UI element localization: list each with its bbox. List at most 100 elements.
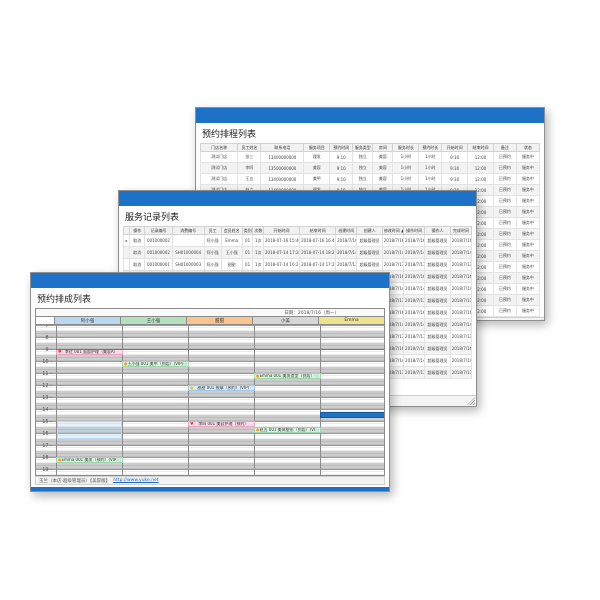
quarter-slot[interactable] <box>36 469 384 472</box>
column-header[interactable]: 操作 <box>129 226 146 235</box>
column-header[interactable]: 员工 <box>203 226 222 235</box>
window-titlebar[interactable] <box>119 191 476 206</box>
quarter-slot[interactable] <box>36 418 384 421</box>
column-header[interactable]: 开始时间 <box>263 226 301 235</box>
quarter-slot[interactable] <box>36 391 384 394</box>
quarter-slot[interactable] <box>36 427 384 430</box>
quarter-slot[interactable] <box>36 445 384 448</box>
quarter-slot[interactable] <box>36 334 384 337</box>
quarter-slot[interactable] <box>36 457 384 460</box>
column-header[interactable]: 类别 <box>241 226 254 235</box>
quarter-slot[interactable] <box>36 430 384 433</box>
quarter-slot[interactable] <box>36 337 384 340</box>
appointment-block[interactable]: ● Emma 001 美发（预约）(VIP) ⓘ <box>56 457 123 463</box>
appointment-block[interactable]: ●Emma 001 美发造型（到店）(VIP)ⓘ <box>254 373 321 379</box>
staff-column-header[interactable]: 阿小强 <box>55 316 121 325</box>
column-header[interactable]: 操作时间 <box>403 226 426 235</box>
column-header[interactable]: 记录编号 <box>144 226 173 235</box>
quarter-slot[interactable] <box>36 328 384 331</box>
quarter-slot[interactable] <box>36 355 384 358</box>
quarter-slot[interactable] <box>36 442 384 445</box>
quarter-slot[interactable] <box>36 367 384 370</box>
appointment-block[interactable] <box>320 412 384 418</box>
quarter-slot[interactable] <box>36 370 384 373</box>
table-row[interactable]: 测试门店 王五 13400000000 美甲 9:10 独立 美容 1小时 1小时 9:30 12:… <box>199 173 541 185</box>
quarter-slot[interactable] <box>36 415 384 418</box>
window-titlebar[interactable] <box>31 273 389 288</box>
quarter-slot[interactable] <box>36 397 384 400</box>
quarter-slot[interactable] <box>36 466 384 469</box>
table-row[interactable]: 测试门店 李四 13500000000 美容 9:10 独立 美容 1小时 1小时 9:30 12:… <box>199 162 541 174</box>
column-header[interactable]: 操作人 <box>424 226 451 235</box>
quarter-slot[interactable] <box>36 403 384 406</box>
window-titlebar[interactable] <box>196 108 544 123</box>
staff-column-header[interactable]: 王小强 <box>121 316 187 325</box>
appointment-block[interactable]: ● 王小强 001 美甲（到店）(VIP) ⓘ <box>122 361 189 367</box>
quarter-slot[interactable] <box>36 451 384 454</box>
quarter-slot[interactable] <box>36 343 384 346</box>
quarter-slot[interactable] <box>36 406 384 409</box>
quarter-slot[interactable] <box>36 412 384 415</box>
column-header[interactable]: 服务时长 <box>392 143 420 152</box>
staff-column-header[interactable]: Emma <box>319 316 385 325</box>
quarter-slot[interactable] <box>36 460 384 463</box>
quarter-slot[interactable] <box>36 400 384 403</box>
column-header[interactable]: 房间 <box>372 143 394 152</box>
cancel-link[interactable]: 取消 <box>129 246 146 259</box>
column-header[interactable]: 预约时间 <box>329 143 354 152</box>
quarter-slot[interactable] <box>36 433 384 436</box>
column-header[interactable]: 创建时间 <box>335 226 358 235</box>
column-header[interactable]: 预约时长 <box>418 143 443 152</box>
quarter-slot[interactable] <box>36 358 384 361</box>
resize-grip[interactable] <box>467 397 475 405</box>
quarter-slot[interactable] <box>36 439 384 442</box>
appointment-block[interactable]: ♥ 李四 001 美容护理（预约） <box>188 421 255 427</box>
resize-grip[interactable] <box>535 319 543 320</box>
quarter-slot[interactable] <box>36 409 384 412</box>
column-header[interactable]: 创建人 <box>356 226 383 235</box>
quarter-slot[interactable] <box>36 376 384 379</box>
quarter-slot[interactable] <box>36 463 384 466</box>
column-header[interactable]: 修改时间 ▲ <box>381 226 405 235</box>
appointment-block[interactable]: ● 甜甜 001 按摩（预约）(VIP) <box>188 385 255 391</box>
status-link[interactable]: http://www.yuke.net <box>113 478 159 483</box>
cancel-link[interactable]: 取消 <box>129 258 146 271</box>
column-header[interactable]: 状态 <box>515 143 541 152</box>
column-header[interactable]: 开始时间 <box>441 143 469 152</box>
column-header[interactable]: 服务类型 <box>352 143 374 152</box>
quarter-slot[interactable] <box>36 361 384 364</box>
table-row[interactable]: 测试门店 张三 13400000000 理发 9:10 独立 美容 1小时 1小时 9:30 12:… <box>199 151 541 163</box>
staff-column-header[interactable]: 小美 <box>253 316 319 325</box>
column-header[interactable]: 联系电话 <box>260 143 305 152</box>
column-header[interactable]: 次数 <box>252 226 264 235</box>
column-header[interactable]: 完成时间 <box>449 226 473 235</box>
quarter-slot[interactable] <box>36 325 384 328</box>
column-header[interactable]: 员工姓名 <box>237 143 262 152</box>
quarter-slot[interactable] <box>36 373 384 376</box>
quarter-slot[interactable] <box>36 346 384 349</box>
column-header[interactable]: 备注 <box>492 143 517 152</box>
quarter-slot[interactable] <box>36 436 384 439</box>
quarter-slot[interactable] <box>36 394 384 397</box>
quarter-slot[interactable] <box>36 382 384 385</box>
quarter-slot[interactable] <box>36 364 384 367</box>
column-header[interactable]: 会员姓名 <box>220 226 243 235</box>
column-header[interactable]: 消费编号 <box>171 226 205 235</box>
column-header[interactable]: 门店名称 <box>199 143 239 152</box>
quarter-slot[interactable] <box>36 454 384 457</box>
quarter-slot[interactable] <box>36 340 384 343</box>
selected-time-range[interactable] <box>57 421 122 439</box>
appointment-block[interactable]: ● 赵五 001 美体塑形（到店）(VIP) ⓘ <box>254 427 321 433</box>
quarter-slot[interactable] <box>36 352 384 355</box>
quarter-slot[interactable] <box>36 379 384 382</box>
cancel-link[interactable]: 取消 <box>129 234 146 247</box>
schedule-grid[interactable]: 7 - 8 - 9 - 10 - 11 - 12 - 13 - 14 - 15 - 16 - 17 … <box>35 325 385 476</box>
quarter-slot[interactable] <box>36 472 384 475</box>
column-header[interactable]: 结束时间 <box>467 143 494 152</box>
table-row[interactable]: 取消 001000001 SH01000003 阿小强 甜甜 01 1次 2018-07-14… <box>122 258 473 271</box>
quarter-slot[interactable] <box>36 331 384 334</box>
staff-column-header[interactable]: 甜甜 <box>187 316 253 325</box>
column-header[interactable]: 结束时间 <box>299 226 337 235</box>
